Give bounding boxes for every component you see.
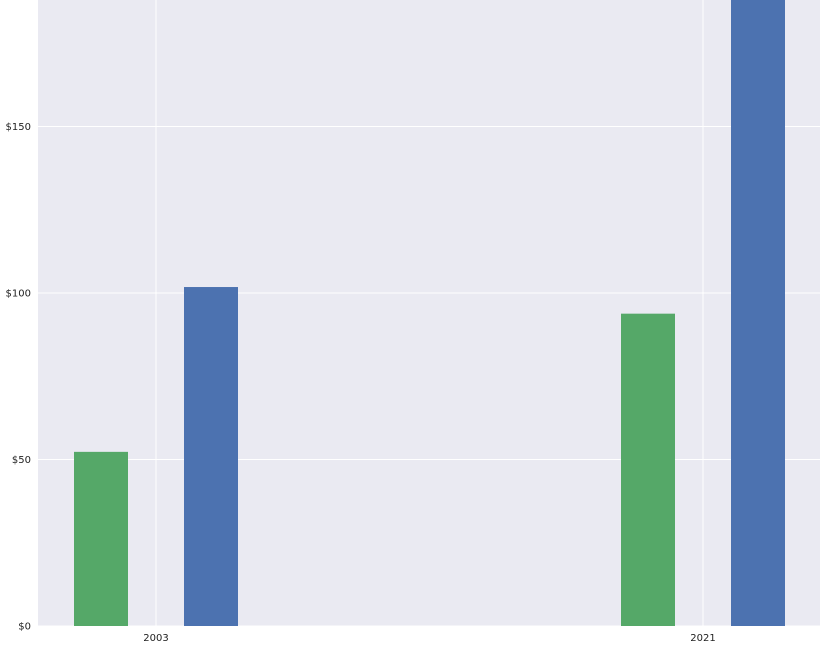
bars <box>74 0 785 626</box>
plot-background <box>38 0 820 626</box>
y-tick-label: $50 <box>12 455 31 466</box>
bar <box>731 0 785 626</box>
bar <box>74 451 128 626</box>
y-tick-label: $100 <box>6 289 31 300</box>
x-axis-tick-labels: 2003 2021 <box>143 633 715 644</box>
bar <box>184 287 238 626</box>
y-axis-tick-labels: $0 $50 $100 $150 <box>6 122 31 632</box>
grid-lines <box>38 0 820 627</box>
x-tick-label: 2003 <box>143 633 168 644</box>
x-tick-label: 2021 <box>690 633 715 644</box>
y-tick-label: $150 <box>6 122 31 133</box>
y-tick-label: $0 <box>18 622 31 633</box>
bar <box>621 313 675 626</box>
